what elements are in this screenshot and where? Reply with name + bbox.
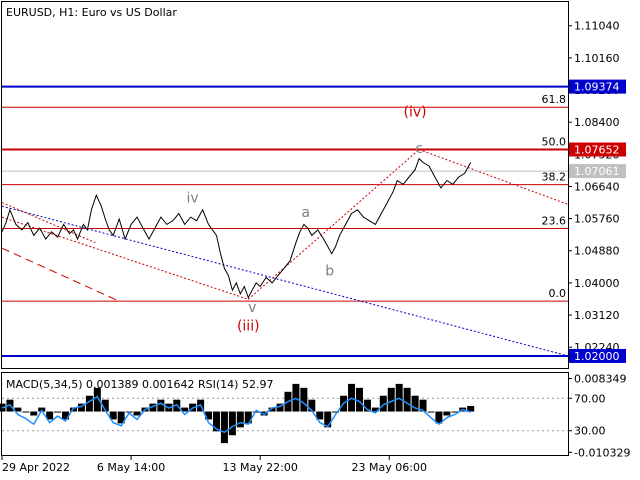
time-tick-label: 23 May 06:00 xyxy=(352,461,427,474)
macd-bar xyxy=(355,387,363,412)
price-tick-label: 1.03120 xyxy=(574,309,620,322)
macd-bar xyxy=(427,411,435,413)
macd-bar xyxy=(62,411,70,420)
macd-bar xyxy=(451,411,459,413)
time-tick-label: 29 Apr 2022 xyxy=(2,461,70,474)
macd-bar xyxy=(300,387,308,412)
horizontal-levels xyxy=(2,85,568,357)
macd-bar xyxy=(371,407,379,412)
fib-level-label: 38.2 xyxy=(542,171,567,184)
indicator-label: MACD(5,34,5) 0.001389 0.001642 RSI(14) 5… xyxy=(6,378,273,391)
macd-bar xyxy=(252,411,260,413)
wave-label: c xyxy=(415,141,423,157)
macd-bar xyxy=(324,411,332,428)
wave-label: b xyxy=(325,264,334,280)
macd-bar xyxy=(109,411,117,420)
price-tick-label: 1.08400 xyxy=(574,116,620,129)
wave-labels: (iv) (iii) iv v a b c xyxy=(187,105,427,335)
main-plot-frame xyxy=(1,1,569,369)
price-tag-label: 1.07061 xyxy=(574,165,620,178)
macd-bar xyxy=(69,407,77,412)
chart-title: EURUSD, H1: Euro vs US Dollar xyxy=(6,6,177,19)
time-axis: 29 Apr 2022 6 May 14:00 13 May 22:00 23 May… xyxy=(1,456,427,474)
macd-bar xyxy=(22,411,30,413)
macd-bar xyxy=(54,411,62,413)
price-tag-box xyxy=(569,348,626,363)
macd-bar xyxy=(77,403,85,412)
trend-line xyxy=(247,149,420,300)
price-tick-label: 1.05760 xyxy=(574,213,620,226)
macd-bar xyxy=(443,411,451,416)
macd-bar xyxy=(133,411,141,416)
level-price-tags: 1.09374 1.07652 1.02000 1.07061 xyxy=(569,79,626,363)
macd-bar xyxy=(228,411,236,436)
trend-line xyxy=(418,149,569,205)
macd-bar xyxy=(85,395,93,412)
indicator-panel: 0.008349 70.00 30.00 -0.010329 xyxy=(0,373,630,459)
price-tick-label: 1.11040 xyxy=(574,20,620,33)
macd-bar xyxy=(379,395,387,412)
price-tag-box xyxy=(569,142,626,157)
macd-bar xyxy=(220,411,228,444)
price-tag-label: 1.09374 xyxy=(574,81,620,94)
indicator-tick-label: 0.008349 xyxy=(574,373,627,386)
indicator-tick-label: 30.00 xyxy=(574,425,606,438)
macd-bar xyxy=(419,399,427,412)
wave-label: iv xyxy=(187,191,199,207)
macd-bar xyxy=(46,411,54,420)
fib-level-label: 23.6 xyxy=(542,214,567,227)
macd-bar xyxy=(205,411,213,420)
macd-bar xyxy=(332,411,340,413)
trend-line xyxy=(1,247,120,302)
trend-line xyxy=(1,216,249,300)
fib-level-label: 61.8 xyxy=(542,93,567,106)
macd-bar xyxy=(276,403,284,412)
trend-line xyxy=(1,205,569,357)
macd-bar xyxy=(236,411,244,428)
macd-bar xyxy=(149,403,157,412)
macd-bar xyxy=(181,407,189,412)
indicator-tick-label: 70.00 xyxy=(574,392,606,405)
macd-bar xyxy=(316,411,324,420)
macd-bar xyxy=(435,411,443,424)
wave-label: v xyxy=(248,300,256,316)
price-tick-label: 1.04000 xyxy=(574,277,620,290)
fib-level-label: 0.0 xyxy=(549,287,567,300)
macd-bar xyxy=(403,387,411,412)
price-tag-box xyxy=(569,164,626,179)
trend-line xyxy=(1,202,96,244)
price-tag-label: 1.02000 xyxy=(574,350,620,363)
macd-bar xyxy=(93,387,101,412)
indicator-tick-label: -0.010329 xyxy=(574,446,630,459)
macd-bar xyxy=(268,407,276,412)
macd-bar xyxy=(14,407,22,412)
trend-lines xyxy=(1,149,569,357)
macd-bar xyxy=(101,399,109,412)
price-tick-label: 1.04880 xyxy=(574,245,620,258)
price-series-line xyxy=(1,157,472,299)
macd-bar xyxy=(117,411,125,424)
rsi-line xyxy=(1,395,471,434)
macd-bar xyxy=(363,399,371,412)
price-tag-box xyxy=(569,79,626,94)
macd-bar xyxy=(387,387,395,412)
wave-label: (iii) xyxy=(237,318,260,334)
time-tick-label: 6 May 14:00 xyxy=(97,461,165,474)
price-tick-label: 1.10160 xyxy=(574,52,620,65)
macd-bar xyxy=(308,399,316,412)
wave-label: (iv) xyxy=(404,105,427,121)
indicator-plot-frame xyxy=(1,372,569,456)
macd-bar xyxy=(244,411,252,424)
wave-label: a xyxy=(302,205,311,221)
time-tick-label: 13 May 22:00 xyxy=(222,461,297,474)
macd-bar xyxy=(212,411,220,432)
macd-bar xyxy=(467,406,475,412)
price-tick-label: 1.06640 xyxy=(574,180,620,193)
macd-bar xyxy=(157,399,165,412)
macd-bar xyxy=(30,411,38,416)
macd-bar xyxy=(411,395,419,412)
price-tag-label: 1.07652 xyxy=(574,143,620,156)
fib-level-label: 50.0 xyxy=(542,135,567,148)
